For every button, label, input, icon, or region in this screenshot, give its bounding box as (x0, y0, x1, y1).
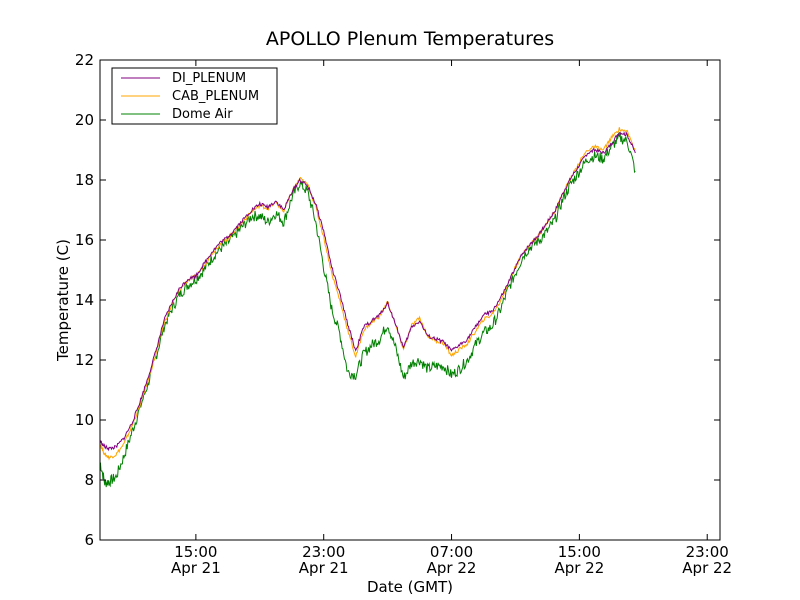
legend-label-dome-air: Dome Air (172, 107, 233, 122)
legend: DI_PLENUM CAB_PLENUM Dome Air (111, 67, 278, 125)
plot-area (100, 127, 636, 488)
y-tick-label: 8 (84, 471, 94, 489)
y-tick-label: 22 (75, 51, 94, 69)
x-tick-sublabel: Apr 22 (427, 559, 477, 577)
y-tick-label: 14 (75, 291, 94, 309)
series-line-di-plenum (100, 131, 636, 452)
x-tick-sublabel: Apr 22 (682, 559, 732, 577)
x-tick-label: 07:00 (430, 543, 473, 561)
x-tick-sublabel: Apr 22 (554, 559, 604, 577)
x-tick-sublabel: Apr 21 (299, 559, 349, 577)
x-tick-label: 23:00 (302, 543, 345, 561)
y-tick-label: 10 (75, 411, 94, 429)
x-tick-sublabel: Apr 21 (171, 559, 221, 577)
x-tick-label: 23:00 (686, 543, 729, 561)
x-tick-label: 15:00 (558, 543, 601, 561)
y-axis-label: Temperature (C) (54, 239, 72, 362)
series-line-dome-air (100, 131, 636, 488)
y-tick-label: 6 (84, 531, 94, 549)
y-tick-label: 20 (75, 111, 94, 129)
y-tick-label: 18 (75, 171, 94, 189)
legend-label-di-plenum: DI_PLENUM (172, 71, 246, 86)
legend-label-cab-plenum: CAB_PLENUM (172, 89, 259, 104)
y-tick-label: 16 (75, 231, 94, 249)
x-axis-label: Date (GMT) (367, 578, 453, 596)
chart-title: APOLLO Plenum Temperatures (266, 28, 554, 50)
y-tick-label: 12 (75, 351, 94, 369)
x-tick-label: 15:00 (174, 543, 217, 561)
